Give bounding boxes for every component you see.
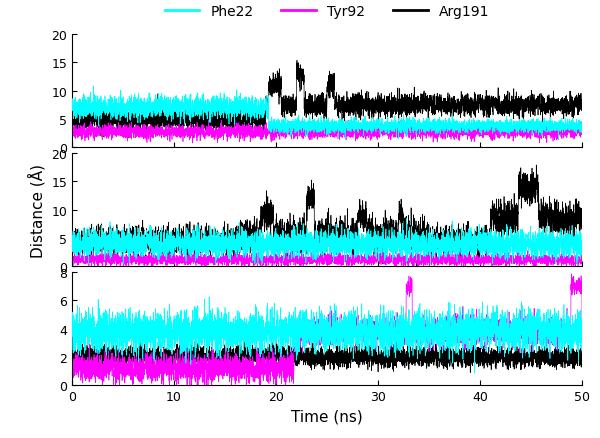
X-axis label: Time (ns): Time (ns) bbox=[291, 409, 363, 424]
Y-axis label: Distance (Å): Distance (Å) bbox=[28, 163, 46, 257]
Legend: Phe22, Tyr92, Arg191: Phe22, Tyr92, Arg191 bbox=[159, 0, 495, 24]
